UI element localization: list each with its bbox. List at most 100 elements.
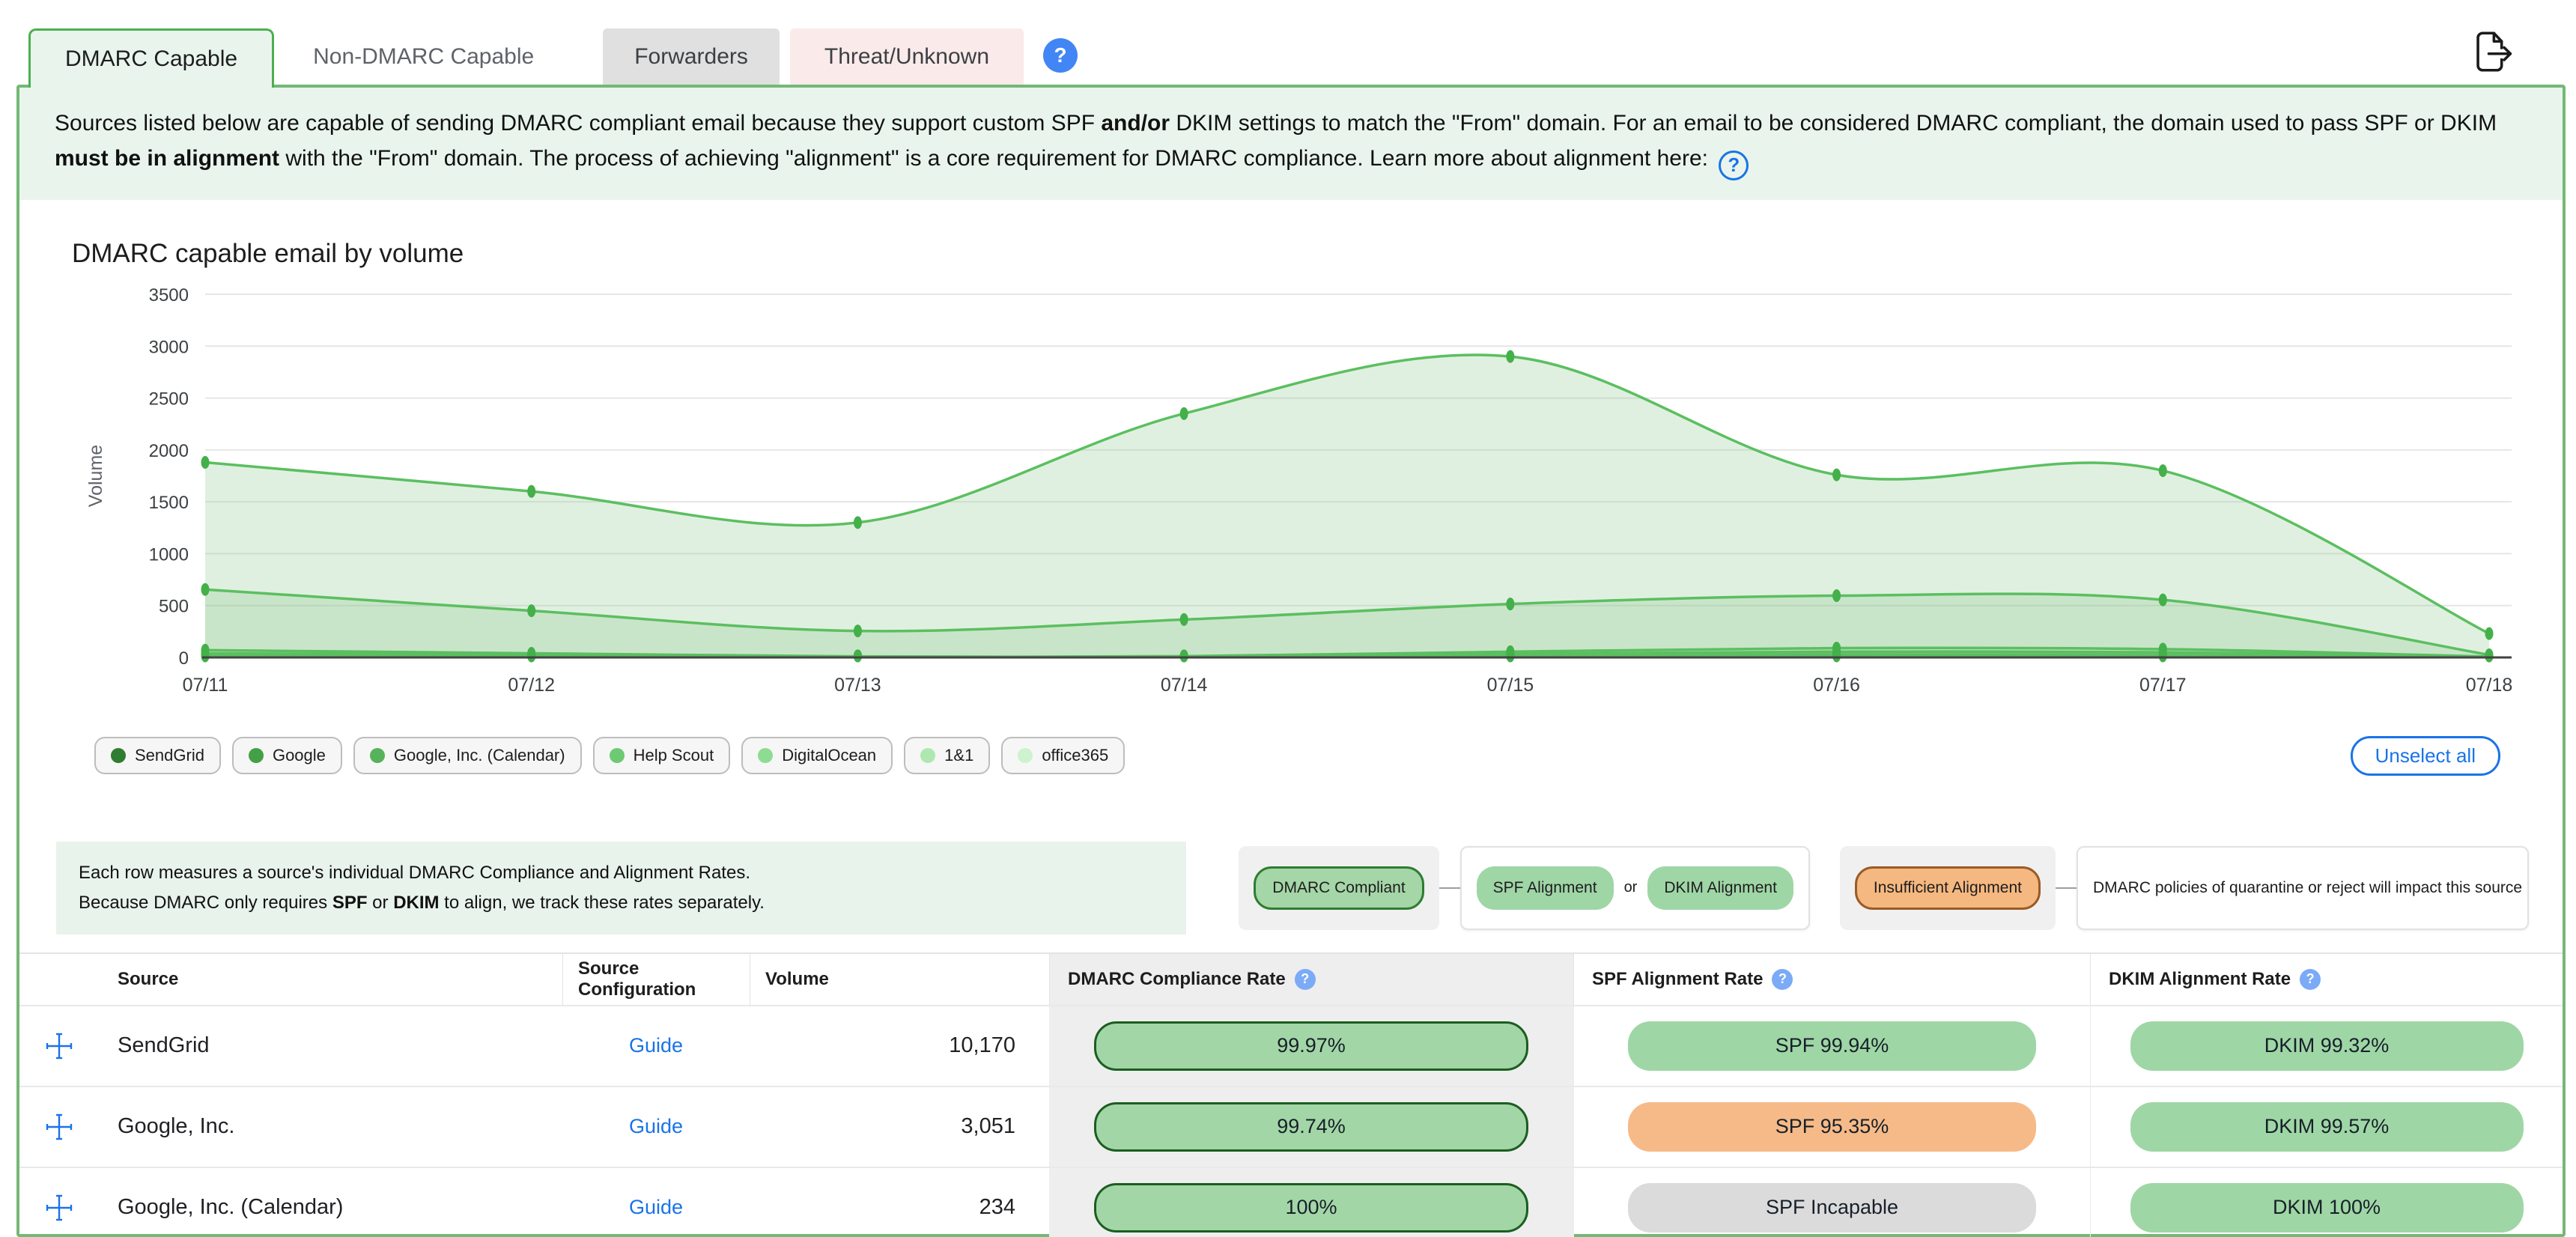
- compliance-rate-pill: 99.74%: [1094, 1101, 1528, 1152]
- svg-text:07/14: 07/14: [1161, 675, 1208, 696]
- svg-text:1000: 1000: [149, 544, 189, 565]
- col-dkim-alignment-rate: DKIM Alignment Rate?: [2090, 953, 2563, 1005]
- dmarc-capable-panel: Sources listed below are capable of send…: [16, 85, 2566, 1237]
- source-name: Google, Inc.: [118, 1114, 235, 1138]
- svg-text:1500: 1500: [149, 493, 189, 513]
- volume-value: 10,170: [949, 1033, 1015, 1057]
- legend-card-insufficient: Insufficient Alignment: [1839, 845, 2056, 930]
- legend-connector: [1439, 887, 1460, 889]
- volume-chart: 0 500 1000 1500 2000 2500 3000 3500 Volume 07/11 0…: [85, 285, 2513, 696]
- svg-text:07/15: 07/15: [1487, 675, 1534, 696]
- legend-chip-digitalocean[interactable]: DigitalOcean: [741, 737, 893, 774]
- series-color-dot: [111, 748, 126, 763]
- dkim-rate-pill: DKIM 99.57%: [2130, 1101, 2524, 1152]
- compliance-legend-row: Each row measures a source's individual …: [56, 841, 2529, 934]
- tab-bar: DMARC Capable Non-DMARC Capable Forwarde…: [0, 0, 2576, 88]
- source-name: SendGrid: [118, 1033, 210, 1057]
- tab-non-dmarc-capable[interactable]: Non-DMARC Capable: [274, 28, 574, 85]
- legend-card-compliant: DMARC Compliant: [1239, 845, 1439, 930]
- export-icon[interactable]: [2468, 27, 2518, 76]
- svg-text:07/12: 07/12: [508, 675, 555, 696]
- tab-dmarc-capable[interactable]: DMARC Capable: [28, 28, 275, 88]
- legend-cards: DMARC Compliant SPF Alignment or DKIM Al…: [1239, 842, 2529, 934]
- dkim-help-icon[interactable]: ?: [2300, 968, 2321, 990]
- legend-chip-google[interactable]: Google: [231, 737, 342, 774]
- description-seg: with the "From" domain. The process of a…: [279, 146, 1715, 171]
- col-source-configuration: Source Configuration: [562, 953, 750, 1005]
- svg-text:07/13: 07/13: [834, 675, 881, 696]
- chart-legend-chips: SendGrid Google Google, Inc. (Calendar) Hel…: [94, 737, 2351, 774]
- series-color-dot: [758, 748, 774, 763]
- guide-link[interactable]: Guide: [628, 1115, 684, 1137]
- table-header: Source Source Configuration Volume DMARC…: [19, 953, 2563, 1005]
- legend-card-note: DMARC policies of quarantine or reject w…: [2077, 845, 2529, 930]
- info-line1: Each row measures a source's individual …: [79, 862, 750, 883]
- col-dmarc-compliance-rate: DMARC Compliance Rate?: [1049, 953, 1573, 1005]
- dmarc-compliant-badge: DMARC Compliant: [1254, 866, 1424, 910]
- volume-value: 234: [979, 1195, 1015, 1219]
- source-name: Google, Inc. (Calendar): [118, 1195, 344, 1219]
- expand-row-icon[interactable]: [43, 1111, 75, 1143]
- table-row: Google, Inc. (Calendar) Guide 234 100% SPF I…: [19, 1166, 2563, 1237]
- legend-chip-google-inc-calendar-[interactable]: Google, Inc. (Calendar): [353, 737, 582, 774]
- col-spf-alignment-rate: SPF Alignment Rate?: [1573, 953, 2090, 1005]
- info-line2: or: [367, 892, 394, 913]
- sources-table: Source Source Configuration Volume DMARC…: [19, 952, 2563, 1237]
- svg-text:2500: 2500: [149, 389, 189, 409]
- svg-text:07/17: 07/17: [2139, 675, 2187, 696]
- description-seg: DKIM settings to match the "From" domain…: [1170, 111, 2497, 136]
- description-text: Sources listed below are capable of send…: [19, 88, 2563, 200]
- table-row: Google, Inc. Guide 3,051 99.74% SPF 95.35% DK…: [19, 1085, 2563, 1167]
- series-label: office365: [1042, 746, 1109, 765]
- svg-text:07/18: 07/18: [2466, 675, 2513, 696]
- legend-chip-sendgrid[interactable]: SendGrid: [94, 737, 221, 774]
- expand-row-icon[interactable]: [43, 1192, 75, 1224]
- series-color-dot: [1018, 748, 1033, 763]
- unselect-all-button[interactable]: Unselect all: [2350, 735, 2500, 776]
- description-bold: and/or: [1101, 111, 1170, 136]
- legend-chip-office365[interactable]: office365: [1001, 737, 1126, 774]
- info-bold-dkim: DKIM: [393, 892, 440, 913]
- svg-text:2000: 2000: [149, 440, 189, 461]
- tab-forwarders[interactable]: Forwarders: [603, 28, 780, 85]
- svg-text:3000: 3000: [149, 337, 189, 357]
- legend-card-alignment: SPF Alignment or DKIM Alignment: [1459, 845, 1810, 930]
- table-info-box: Each row measures a source's individual …: [56, 841, 1187, 934]
- legend-chip-help-scout[interactable]: Help Scout: [592, 737, 731, 774]
- spf-help-icon[interactable]: ?: [1772, 968, 1793, 990]
- legend-chip-1-1[interactable]: 1&1: [904, 737, 991, 774]
- series-label: SendGrid: [135, 746, 204, 765]
- spf-rate-pill: SPF 95.35%: [1628, 1101, 2036, 1152]
- guide-link[interactable]: Guide: [628, 1034, 684, 1057]
- dkim-alignment-badge: DKIM Alignment: [1647, 866, 1793, 910]
- series-color-dot: [920, 748, 936, 763]
- tab-threat-unknown[interactable]: Threat/Unknown: [789, 28, 1024, 85]
- insufficient-alignment-badge: Insufficient Alignment: [1854, 866, 2041, 910]
- legend-note-text: DMARC policies of quarantine or reject w…: [2093, 878, 2523, 896]
- svg-text:500: 500: [159, 596, 189, 616]
- tabs-help-icon[interactable]: ?: [1043, 38, 1078, 73]
- description-bold: must be in alignment: [55, 146, 280, 171]
- series-label: Help Scout: [633, 746, 714, 765]
- series-color-dot: [369, 748, 385, 763]
- compliance-rate-pill: 99.97%: [1094, 1021, 1528, 1071]
- svg-text:3500: 3500: [149, 285, 189, 306]
- info-line2: to align, we track these rates separatel…: [439, 892, 765, 913]
- spf-rate-pill: SPF 99.94%: [1628, 1021, 2036, 1071]
- svg-text:Volume: Volume: [85, 444, 106, 506]
- svg-text:07/16: 07/16: [1813, 675, 1860, 696]
- series-label: Google: [272, 746, 326, 765]
- svg-text:0: 0: [179, 648, 189, 669]
- series-label: Google, Inc. (Calendar): [393, 746, 565, 765]
- col-source: Source: [118, 968, 179, 989]
- series-color-dot: [609, 748, 625, 763]
- volume-value: 3,051: [961, 1114, 1015, 1138]
- expand-row-icon[interactable]: [43, 1030, 75, 1062]
- compliance-help-icon[interactable]: ?: [1294, 968, 1316, 990]
- guide-link[interactable]: Guide: [628, 1196, 684, 1218]
- svg-text:07/11: 07/11: [183, 675, 228, 696]
- info-bold-spf: SPF: [332, 892, 368, 913]
- info-line2: Because DMARC only requires: [79, 892, 332, 913]
- alignment-help-icon[interactable]: ?: [1719, 150, 1749, 180]
- or-label: or: [1623, 879, 1638, 896]
